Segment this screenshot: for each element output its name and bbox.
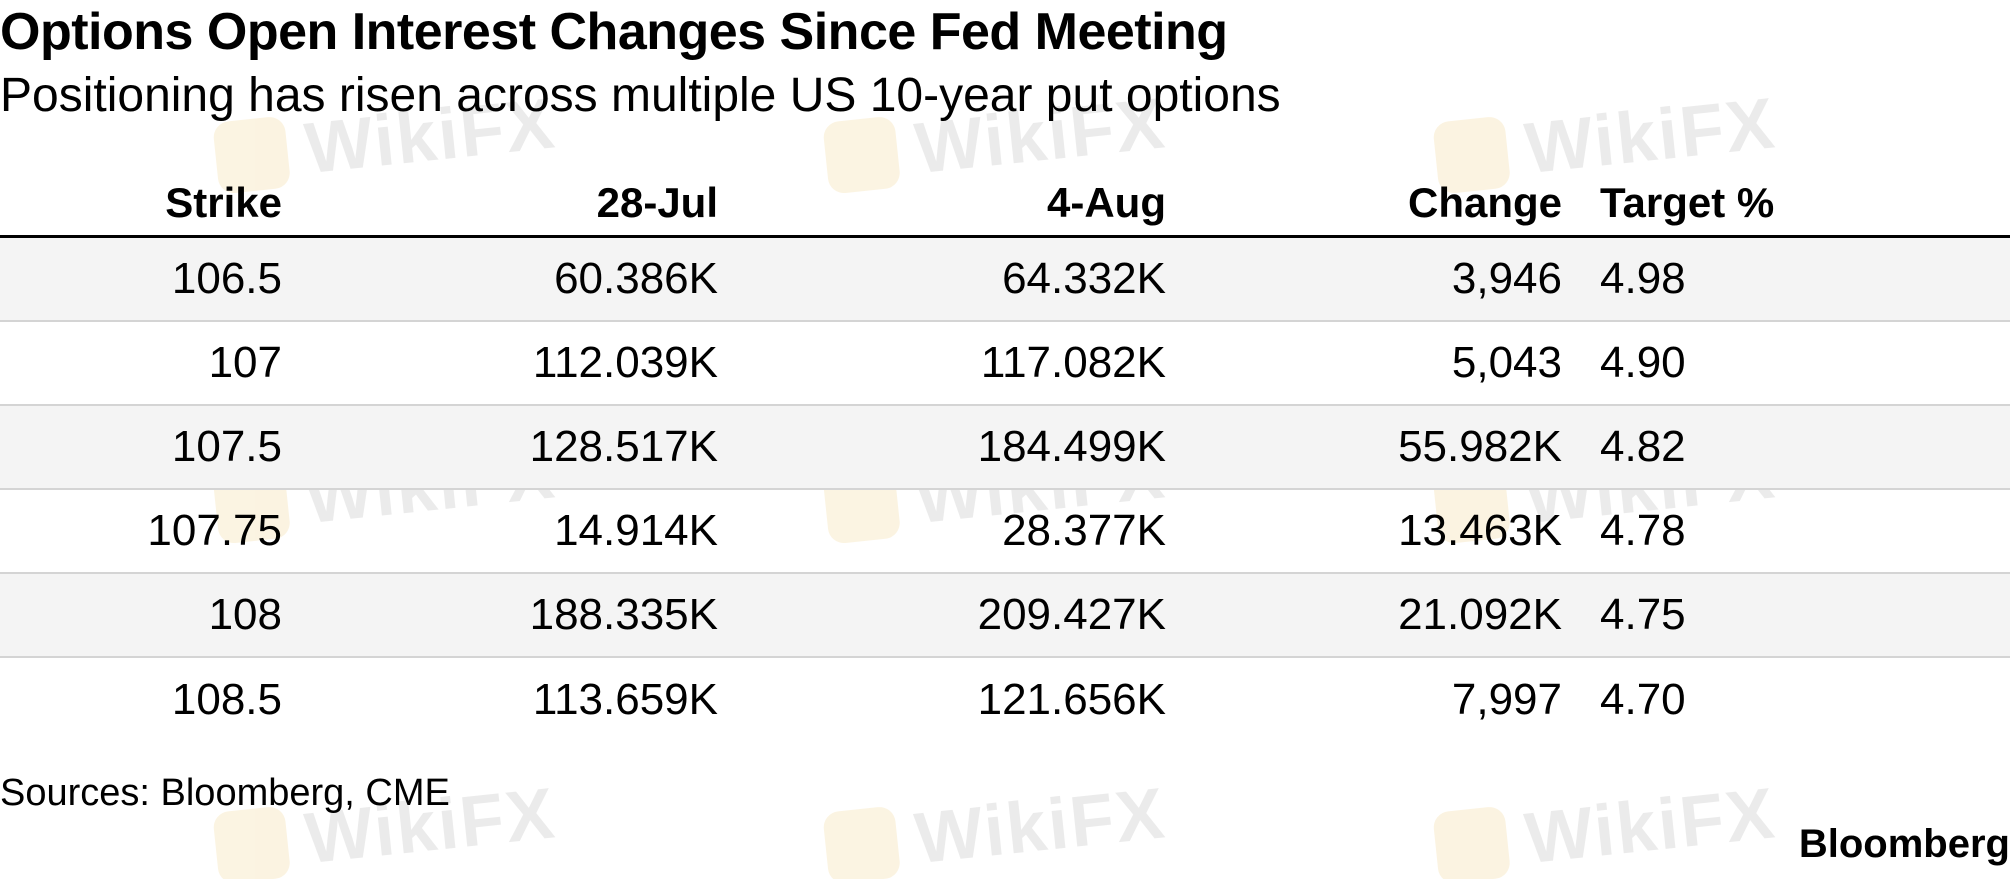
table-row: 108 188.335K 209.427K 21.092K 4.75 — [0, 574, 2010, 658]
chart-subtitle: Positioning has risen across multiple US… — [0, 69, 1281, 122]
cell-target: 4.82 — [1600, 422, 1686, 471]
cell-change: 13.463K — [1398, 506, 1562, 555]
cell-target: 4.70 — [1600, 675, 1686, 724]
column-header-strike: Strike — [165, 178, 282, 226]
watermark-logo-icon — [1432, 805, 1512, 879]
source-note: Sources: Bloomberg, CME — [0, 772, 450, 814]
cell-strike: 107.75 — [147, 506, 282, 555]
chart-title: Options Open Interest Changes Since Fed … — [0, 3, 1228, 61]
cell-change: 55.982K — [1398, 422, 1562, 471]
table-header: Strike 28-Jul 4-Aug Change Target % — [0, 170, 2010, 238]
cell-change: 3,946 — [1451, 254, 1562, 303]
cell-4-aug: 64.332K — [1002, 254, 1166, 303]
cell-4-aug: 209.427K — [977, 590, 1166, 639]
cell-28-jul: 60.386K — [554, 254, 718, 303]
cell-change: 5,043 — [1451, 338, 1562, 387]
cell-change: 7,997 — [1451, 675, 1562, 724]
cell-4-aug: 28.377K — [1002, 506, 1166, 555]
cell-4-aug: 121.656K — [977, 675, 1166, 724]
column-header-change: Change — [1407, 178, 1562, 226]
column-header-28-jul: 28-Jul — [596, 178, 718, 226]
column-header-4-aug: 4-Aug — [1047, 178, 1166, 226]
cell-28-jul: 14.914K — [554, 506, 718, 555]
cell-strike: 107.5 — [171, 422, 282, 471]
table-row: 107 112.039K 117.082K 5,043 4.90 — [0, 322, 2010, 406]
brand-logo: Bloomberg — [1798, 822, 2010, 866]
table-row: 107.75 14.914K 28.377K 13.463K 4.78 — [0, 490, 2010, 574]
cell-strike: 108.5 — [171, 675, 282, 724]
table-row: 107.5 128.517K 184.499K 55.982K 4.82 — [0, 406, 2010, 490]
cell-target: 4.75 — [1600, 590, 1686, 639]
cell-4-aug: 184.499K — [977, 422, 1166, 471]
cell-28-jul: 128.517K — [529, 422, 718, 471]
cell-target: 4.90 — [1600, 338, 1686, 387]
watermark-logo-icon — [822, 805, 902, 879]
watermark: WikiFX — [1432, 772, 1780, 879]
cell-28-jul: 113.659K — [532, 675, 718, 724]
watermark: WikiFX — [822, 772, 1170, 879]
watermark-logo-icon — [212, 805, 292, 879]
cell-28-jul: 112.039K — [532, 338, 718, 387]
data-table: Strike 28-Jul 4-Aug Change Target % 106.… — [0, 170, 2010, 742]
cell-change: 21.092K — [1398, 590, 1562, 639]
cell-28-jul: 188.335K — [529, 590, 718, 639]
cell-strike: 108 — [208, 590, 282, 639]
cell-4-aug: 117.082K — [980, 338, 1166, 387]
cell-strike: 107 — [208, 338, 282, 387]
cell-target: 4.98 — [1600, 254, 1686, 303]
table-row: 106.5 60.386K 64.332K 3,946 4.98 — [0, 238, 2010, 322]
table-row: 108.5 113.659K 121.656K 7,997 4.70 — [0, 658, 2010, 742]
cell-target: 4.78 — [1600, 506, 1686, 555]
column-header-target: Target % — [1600, 178, 1775, 226]
watermark-text: WikiFX — [911, 773, 1170, 879]
cell-strike: 106.5 — [171, 254, 282, 303]
watermark-text: WikiFX — [1521, 773, 1780, 879]
